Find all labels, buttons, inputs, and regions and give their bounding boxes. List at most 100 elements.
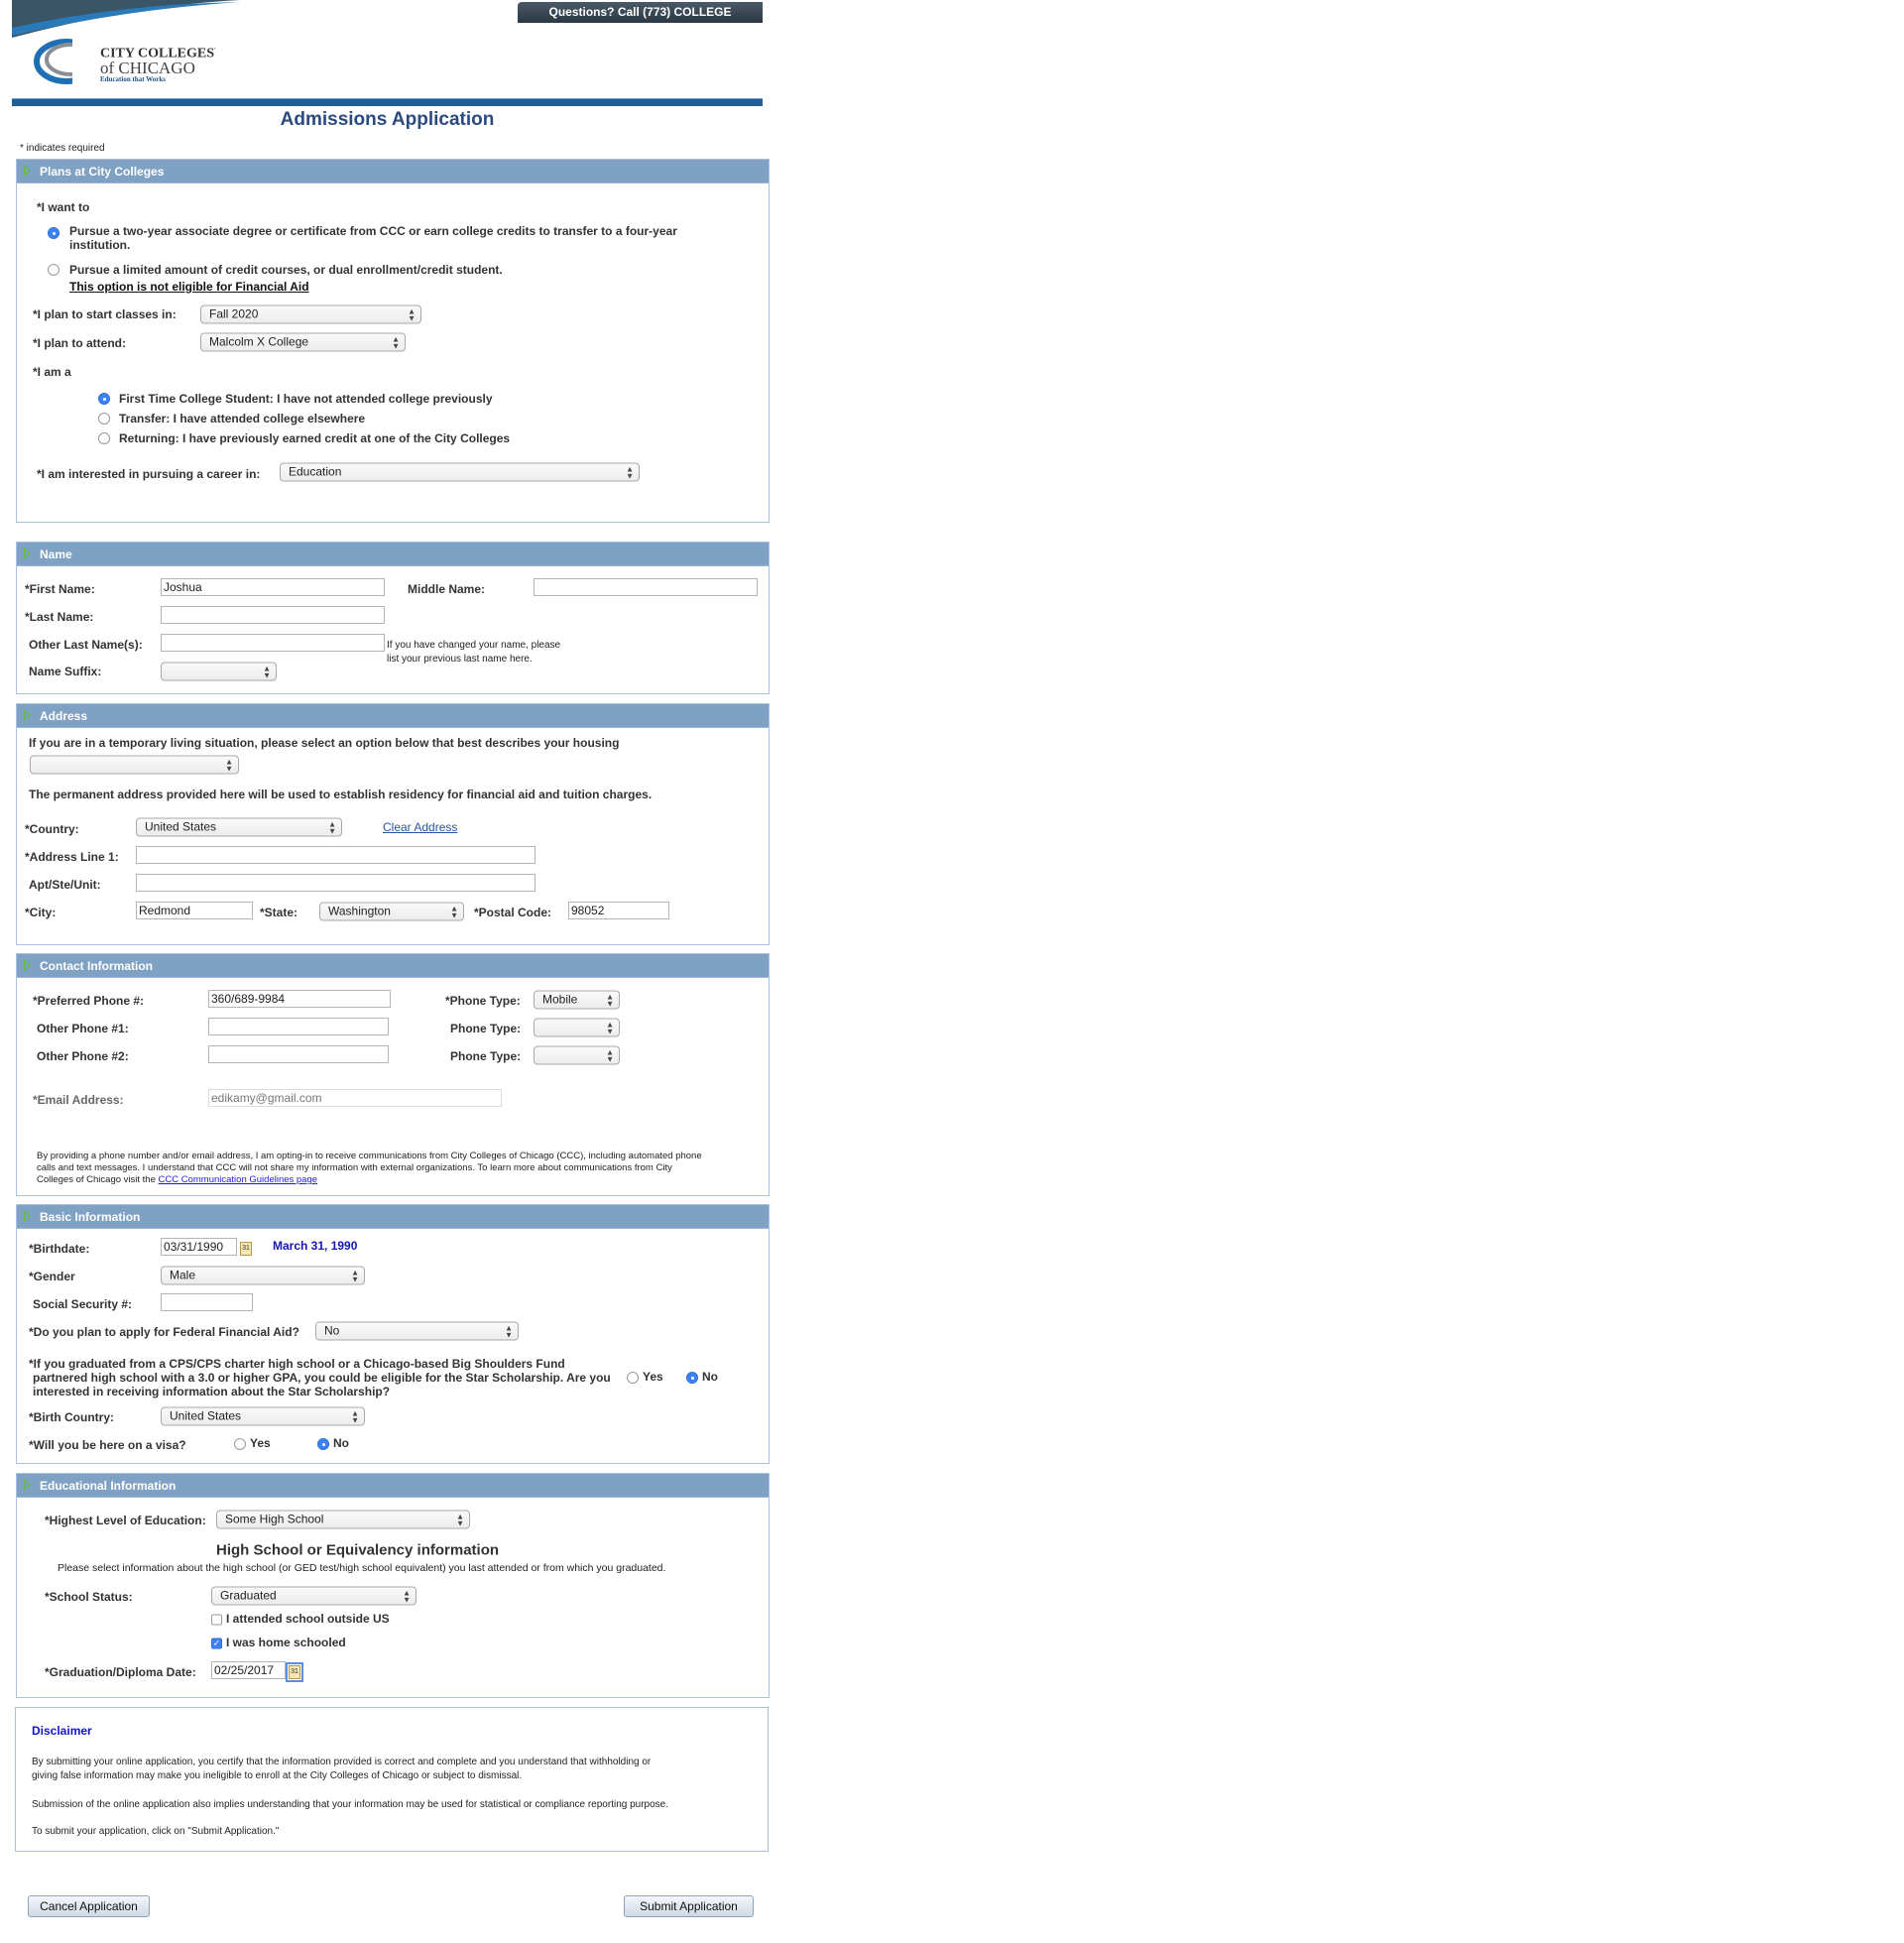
select-arrows-icon: ▲ ▼: [225, 757, 233, 774]
optin-text-line3: Colleges of Chicago visit the CCC Commun…: [37, 1174, 317, 1185]
select-value: Education: [289, 464, 342, 479]
outside-us-checkbox[interactable]: [211, 1614, 222, 1626]
questions-banner: Questions? Call (773) COLLEGE: [518, 2, 763, 23]
other-phone2-type-select[interactable]: ▲ ▼: [534, 1045, 620, 1065]
state-select[interactable]: Washington ▲ ▼: [319, 902, 464, 921]
high-school-heading: High School or Equivalency information: [216, 1541, 500, 1559]
career-select[interactable]: Education ▲ ▼: [280, 462, 640, 482]
name-suffix-select[interactable]: ▲ ▼: [161, 662, 277, 681]
select-arrows-icon: ▲ ▼: [606, 992, 614, 1009]
select-value: United States: [170, 1408, 242, 1423]
other-phone1-type-label: Phone Type:: [450, 1022, 522, 1035]
birthdate-label: *Birthdate:: [29, 1242, 90, 1256]
page-title: Admissions Application: [280, 109, 495, 130]
first-name-input[interactable]: Joshua: [161, 578, 385, 596]
apt-input[interactable]: [136, 874, 536, 892]
school-status-select[interactable]: Graduated ▲ ▼: [211, 1586, 416, 1606]
logo-text: CITY COLLEGES' of CHICAGO Education that…: [100, 46, 216, 83]
visa-yes-label: Yes: [250, 1436, 271, 1450]
expand-triangle-icon: [24, 165, 31, 177]
housing-prompt: If you are in a temporary living situati…: [29, 736, 620, 750]
postal-code-label: *Postal Code:: [474, 906, 552, 919]
calendar-icon[interactable]: 31: [286, 1662, 303, 1682]
birth-country-select[interactable]: United States ▲ ▼: [161, 1406, 365, 1426]
star-no-radio[interactable]: [686, 1372, 698, 1384]
federal-aid-select[interactable]: No ▲ ▼: [315, 1321, 519, 1341]
submit-application-button[interactable]: Submit Application: [624, 1895, 754, 1917]
email-input[interactable]: edikamy@gmail.com: [208, 1089, 502, 1107]
expand-triangle-icon: [24, 1210, 31, 1222]
college-select[interactable]: Malcolm X College ▲ ▼: [200, 332, 406, 352]
basic-info-section: Basic Information *Birthdate: 03/31/1990…: [16, 1204, 770, 1464]
home-schooled-checkbox[interactable]: ✓: [211, 1638, 222, 1649]
visa-yes-radio[interactable]: [234, 1438, 246, 1450]
student-type-returning: Returning: I have previously earned cred…: [119, 431, 511, 445]
other-last-name-input[interactable]: [161, 634, 385, 652]
name-section-header[interactable]: Name: [17, 543, 769, 566]
select-arrows-icon: ▲ ▼: [351, 1268, 359, 1284]
student-type-radio-first-time[interactable]: [98, 393, 110, 405]
visa-no-radio[interactable]: [317, 1438, 329, 1450]
student-type-radio-transfer[interactable]: [98, 413, 110, 425]
attend-label: *I plan to attend:: [33, 336, 126, 350]
address-line1-input[interactable]: [136, 846, 536, 864]
birthdate-long: March 31, 1990: [273, 1239, 358, 1253]
graduation-date-label: *Graduation/Diploma Date:: [45, 1665, 196, 1679]
preferred-phone-type-select[interactable]: Mobile ▲ ▼: [534, 990, 620, 1010]
select-value: No: [324, 1323, 340, 1338]
address-line1-label: *Address Line 1:: [25, 850, 119, 864]
other-phone1-input[interactable]: [208, 1018, 389, 1035]
housing-select[interactable]: ▲ ▼: [30, 755, 239, 775]
plan-radio-degree[interactable]: [48, 227, 60, 239]
state-label: *State:: [260, 906, 298, 919]
section-title: Educational Information: [40, 1479, 177, 1493]
calendar-icon[interactable]: 31: [240, 1242, 252, 1256]
star-yes-radio[interactable]: [627, 1372, 639, 1384]
plans-section-header[interactable]: Plans at City Colleges: [17, 160, 769, 183]
address-section-header[interactable]: Address: [17, 704, 769, 728]
required-note: * indicates required: [20, 143, 105, 154]
city-input[interactable]: Redmond: [136, 902, 253, 919]
select-arrows-icon: ▲ ▼: [351, 1408, 359, 1425]
other-phone2-input[interactable]: [208, 1045, 389, 1063]
graduation-date-input[interactable]: 02/25/2017: [211, 1661, 286, 1679]
cancel-application-button[interactable]: Cancel Application: [28, 1895, 150, 1917]
country-select[interactable]: United States ▲ ▼: [136, 817, 342, 837]
other-phone1-type-select[interactable]: ▲ ▼: [534, 1018, 620, 1037]
education-section-header[interactable]: Educational Information: [17, 1474, 769, 1498]
last-name-input[interactable]: [161, 606, 385, 624]
communication-guidelines-link[interactable]: CCC Communication Guidelines page: [158, 1174, 318, 1185]
middle-name-label: Middle Name:: [408, 582, 486, 596]
basic-info-section-header[interactable]: Basic Information: [17, 1205, 769, 1229]
i-want-to-label: *I want to: [37, 200, 90, 214]
select-arrows-icon: ▲ ▼: [456, 1512, 464, 1528]
select-arrows-icon: ▲ ▼: [606, 1047, 614, 1064]
start-term-select[interactable]: Fall 2020 ▲ ▼: [200, 304, 421, 324]
start-classes-label: *I plan to start classes in:: [33, 307, 177, 321]
address-section: Address If you are in a temporary living…: [16, 703, 770, 945]
disclaimer-section: Disclaimer By submitting your online app…: [15, 1707, 769, 1852]
middle-name-input[interactable]: [534, 578, 758, 596]
student-type-radio-returning[interactable]: [98, 432, 110, 444]
other-phone2-label: Other Phone #2:: [37, 1049, 129, 1063]
birthdate-input[interactable]: 03/31/1990: [161, 1238, 237, 1256]
star-yes-label: Yes: [643, 1370, 663, 1384]
select-value: Mobile: [542, 992, 578, 1007]
highest-education-select[interactable]: Some High School ▲ ▼: [216, 1510, 470, 1529]
gender-select[interactable]: Male ▲ ▼: [161, 1266, 365, 1285]
section-title: Address: [40, 709, 88, 723]
plan-option-limited: Pursue a limited amount of credit course…: [69, 263, 503, 277]
other-last-name-label: Other Last Name(s):: [29, 638, 143, 652]
select-value: Male: [170, 1268, 196, 1282]
ssn-label: Social Security #:: [33, 1297, 133, 1311]
plan-radio-limited[interactable]: [48, 264, 60, 276]
disclaimer-p2: Submission of the online application als…: [32, 1799, 669, 1810]
ssn-input[interactable]: [161, 1293, 253, 1311]
home-schooled-label: I was home schooled: [226, 1636, 346, 1649]
birth-country-label: *Birth Country:: [29, 1410, 114, 1424]
education-section: Educational Information *Highest Level o…: [16, 1473, 770, 1698]
preferred-phone-input[interactable]: 360/689-9984: [208, 990, 391, 1008]
postal-code-input[interactable]: 98052: [568, 902, 669, 919]
clear-address-link[interactable]: Clear Address: [383, 820, 458, 834]
contact-section-header[interactable]: Contact Information: [17, 954, 769, 978]
